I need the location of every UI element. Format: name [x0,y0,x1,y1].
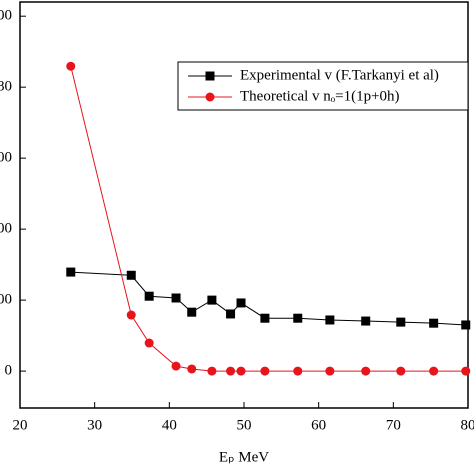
legend-label: Theoretical v nₒ=1(1p+0h) [240,88,400,104]
x-tick-label: 80 [461,417,474,433]
point [144,338,154,348]
point [171,293,181,303]
point [126,310,136,320]
point [461,366,471,376]
y-tick-label: 00 [0,8,12,24]
legend-marker [205,71,215,81]
x-tick-label: 20 [13,417,28,433]
point [293,313,303,323]
point [325,366,335,376]
point [293,366,303,376]
point [171,361,181,371]
legend-label: Experimental v (F.Tarkanyi et al) [240,67,439,83]
legend-box [177,61,469,111]
point [207,366,217,376]
point [461,320,471,330]
point [396,366,406,376]
y-tick-label: 00 [0,150,12,166]
point [361,366,371,376]
point [126,270,136,280]
point [361,316,371,326]
x-tick-label: 50 [237,417,252,433]
point [325,315,335,325]
x-tick-label: 40 [162,417,177,433]
x-tick-label: 60 [311,417,326,433]
x-tick-label: 30 [87,417,102,433]
point [236,298,246,308]
point [66,61,76,71]
point [226,309,236,319]
x-tick-label: 70 [386,417,401,433]
series-line [70,66,466,372]
point [187,307,197,317]
x-axis-label: Eₚ MeV [219,449,269,465]
point [396,317,406,327]
point [226,366,236,376]
point [260,313,270,323]
point [66,267,76,277]
y-tick-label: 0 [5,363,13,379]
point [260,366,270,376]
point [236,366,246,376]
point [144,291,154,301]
point [187,364,197,374]
point [429,318,439,328]
point [207,295,217,305]
point [429,366,439,376]
y-tick-label: 00 [0,221,12,237]
y-tick-label: 00 [0,292,12,308]
legend-marker [205,92,215,102]
y-tick-label: 80 [0,79,12,95]
